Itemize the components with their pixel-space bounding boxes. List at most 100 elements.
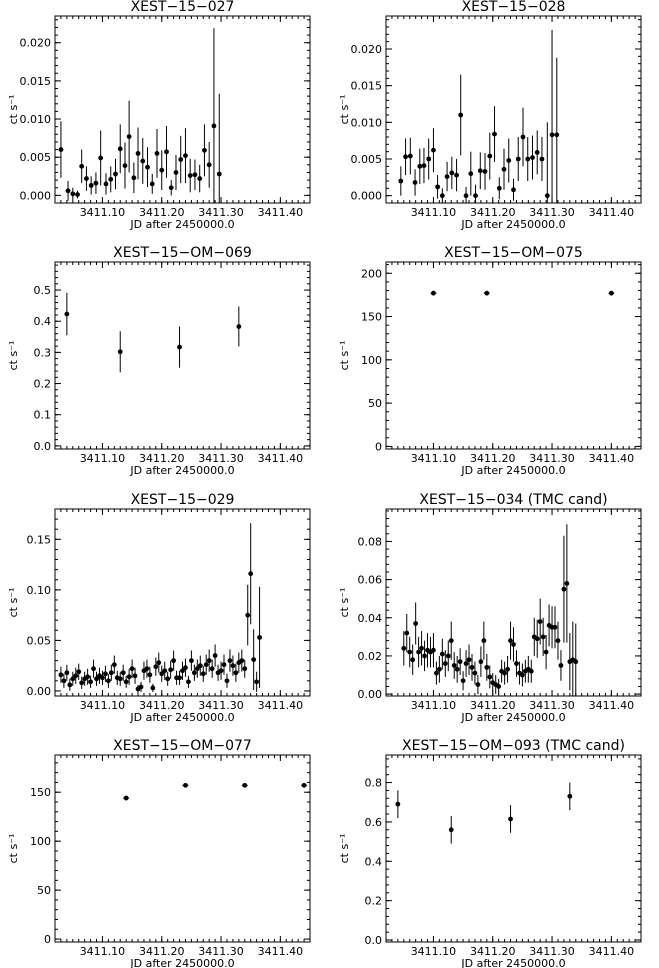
data-point [218,668,224,674]
data-point [436,666,442,672]
data-point [473,193,478,199]
data-point [150,685,156,691]
x-tick-label: 3411.20 [139,945,185,958]
panel-xest-15-om-075: XEST−15−OM−075 3411.10 3411.20 3411.30 3411.… [338,245,642,477]
data-point [187,173,193,178]
data-point [58,672,64,678]
data-point [202,147,207,153]
x-tick-label: 3411.20 [470,452,516,465]
data-point [466,657,472,663]
y-tick-label: 0.010 [20,113,52,126]
panel-title: XEST−15−027 [131,0,235,15]
data-point [502,670,508,676]
data-point [520,134,526,140]
data-point [449,170,455,176]
data-point [463,193,469,199]
data-point [492,131,497,137]
x-tick-label: 3411.30 [529,699,575,712]
data-point [76,669,82,675]
data-point [544,193,550,199]
x-tick-label: 3411.20 [139,452,185,465]
panel-title: XEST−15−OM−077 [113,738,252,754]
data-point [573,659,579,665]
data-point [463,661,469,666]
panel-xest-15-om-069: XEST−15−OM−069 3411.10 3411.20 3411.30 3411.… [7,245,311,477]
data-point [173,170,179,175]
data-point [98,155,104,161]
panel-xest-15-om-093: XEST−15−OM−093 (TMC cand) 3411.10 3411.20 3… [338,738,642,968]
data-point [147,672,153,678]
data-point [209,666,215,672]
data-point [412,180,418,185]
data-point [511,187,516,193]
x-tick-label: 3411.20 [139,206,185,219]
x-tick-label: 3411.10 [411,699,457,712]
plot-frame [54,754,311,943]
data-point [165,676,171,682]
data-point [445,653,451,659]
data-point [168,185,174,191]
plot-frame [54,508,311,697]
data-point [212,653,218,658]
data-point [434,670,439,676]
data-point [549,132,555,138]
y-tick-label: 0.020 [20,37,52,50]
data-point [123,795,129,801]
panel-title: XEST−15−029 [131,492,235,508]
data-point [242,666,248,672]
x-tick-label: 3411.30 [198,945,244,958]
data-point [230,663,236,669]
data-point [84,176,89,181]
data-point [79,163,85,169]
data-point [403,154,408,160]
data-point [468,171,474,177]
data-point [111,662,117,668]
data-point [93,180,99,186]
data-point [454,666,460,672]
data-point [126,674,132,680]
data-point [145,164,150,170]
y-tick-label: 0 [44,933,51,946]
data-point [410,657,416,663]
x-axis-label: JD after 2450000.0 [460,464,565,477]
plot-frame [385,754,642,943]
y-tick-label: 0.0 [365,934,383,947]
data-point [61,678,67,684]
data-point [227,658,233,664]
data-point [203,662,209,668]
data-point [138,684,144,690]
data-point [91,666,96,672]
data-point [454,172,459,178]
y-tick-label: 0.015 [20,75,52,88]
y-axis-label: ct s⁻¹ [338,95,351,125]
data-point [216,171,222,177]
data-point [171,658,177,664]
data-point [183,782,188,788]
data-point [162,668,168,674]
y-tick-label: 0.005 [20,151,52,164]
data-point [192,172,198,178]
y-tick-label: 100 [30,835,51,848]
y-tick-label: 0.0 [34,440,52,453]
data-point [206,658,212,664]
y-tick-label: 0.000 [351,190,383,203]
data-point [132,673,138,679]
x-axis-label: JD after 2450000.0 [460,957,565,968]
y-tick-label: 150 [30,786,51,799]
panel-xest-15-034: XEST−15−034 (TMC cand) 3411.10 3411.20 3411… [338,492,642,724]
data-point [540,634,546,640]
data-point [442,661,448,666]
x-tick-label: 3411.40 [258,206,304,219]
panel-xest-15-027: XEST−15−027 3411.10 3411.20 3411.30 3411.40 0… [7,0,311,231]
x-axis-label: JD after 2450000.0 [129,464,234,477]
data-point [177,344,182,350]
x-tick-label: 3411.30 [529,945,575,958]
data-point [186,679,191,685]
x-tick-label: 3411.30 [529,452,575,465]
y-tick-label: 0.020 [351,43,383,56]
data-point [117,146,123,152]
y-tick-label: 0.5 [34,284,52,297]
data-point [537,619,543,624]
data-point [177,675,182,681]
data-point [451,663,457,668]
